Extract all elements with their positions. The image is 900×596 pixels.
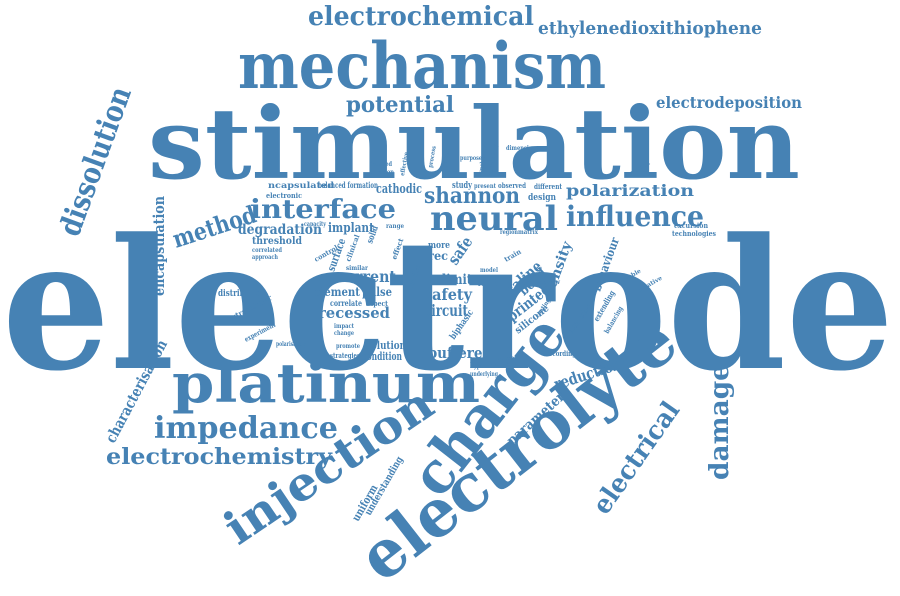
word-stimulation: stimulation <box>148 87 800 202</box>
word-balanced-formation: balanced formation <box>318 180 378 190</box>
word-encapsulation: encapsulation <box>150 196 168 296</box>
word-underlying: underlying <box>470 371 499 378</box>
word-implant: implant <box>328 221 374 236</box>
word-impact: impact <box>334 323 354 330</box>
word-impedance: impedance <box>154 411 338 446</box>
word-strategies: strategies <box>330 351 360 360</box>
word-electrode: electrode <box>2 200 894 411</box>
word-electronic: electronic <box>266 191 302 200</box>
word-purpose: purpose <box>460 155 482 162</box>
word-dimension: dimension <box>506 145 537 152</box>
word-encapsulated: ncapsulated <box>268 180 334 190</box>
word-model: model <box>480 267 499 274</box>
word-distribution: distribution <box>218 289 266 299</box>
word-shannon: shannon <box>424 183 520 209</box>
word-limit: limit <box>442 272 472 288</box>
word-correlated: correlated <box>252 247 283 254</box>
word-unbuffered: unbuffered <box>408 344 492 362</box>
word-polarisation: polarisation <box>276 341 306 348</box>
word-process: process <box>427 145 438 168</box>
word-interface: interface <box>250 195 396 225</box>
word-current: current <box>336 267 397 286</box>
word-platinum: platinum <box>172 351 480 415</box>
word-excursion: excursion <box>674 221 708 230</box>
word-safety: safety <box>424 285 473 304</box>
word-approach: approach <box>252 254 279 261</box>
word-present: present <box>474 183 496 190</box>
word-ethylenedioxithiophene: ethylenedioxithiophene <box>538 18 762 39</box>
word-electrochemistry: electrochemistry <box>106 444 333 470</box>
word-solution: solution <box>366 339 406 352</box>
word-recording: recording <box>546 349 576 358</box>
word-hypothesis: hypothesi <box>470 361 498 370</box>
word-pulse: pulse <box>362 285 392 299</box>
word-different: different <box>534 182 563 191</box>
word-range: range <box>386 223 404 230</box>
word-electrochemical: electrochemical <box>308 2 534 32</box>
word-polarization: polarization <box>566 181 694 200</box>
word-technologies: technologies <box>672 229 716 238</box>
word-similar: similar <box>346 265 369 272</box>
word-neural: neural <box>430 199 558 239</box>
word-mechanism: mechanism <box>238 29 606 104</box>
word-function: function <box>370 169 395 176</box>
word-element: element <box>314 285 360 299</box>
word-circuit: circuit <box>424 301 468 320</box>
word-matrix: matrix <box>518 229 538 236</box>
word-region: region <box>500 229 519 236</box>
word-recessed: recessed <box>318 304 391 322</box>
word-influence: influence <box>566 200 704 233</box>
word-correlate: correlate <box>330 298 362 308</box>
word-promote: promote <box>336 343 360 350</box>
word-damage: damage <box>705 364 735 480</box>
word-spread: spread <box>498 355 519 362</box>
word-change: change <box>334 330 354 337</box>
word-focused: focused <box>370 161 393 168</box>
word-aspect: aspect <box>366 299 389 308</box>
word-degradation: degradation <box>238 222 322 238</box>
word-effective: effective <box>399 151 410 176</box>
word-cathodic: cathodic <box>376 182 422 197</box>
word-rec: rec <box>428 249 448 263</box>
word-threshold: threshold <box>252 236 302 247</box>
word-capacity: capacity <box>304 221 326 228</box>
word-condition: condition <box>362 350 402 363</box>
word-pattern: pattern <box>441 145 452 168</box>
word-electrodeposition: electrodeposition <box>656 93 802 112</box>
word-result: result <box>478 281 498 288</box>
word-potential: potential <box>346 92 454 118</box>
word-design: design <box>528 193 556 203</box>
word-more: more <box>428 241 450 251</box>
word-review: review <box>540 279 561 286</box>
word-study: study <box>452 181 473 191</box>
word-observed: observed <box>498 181 526 190</box>
